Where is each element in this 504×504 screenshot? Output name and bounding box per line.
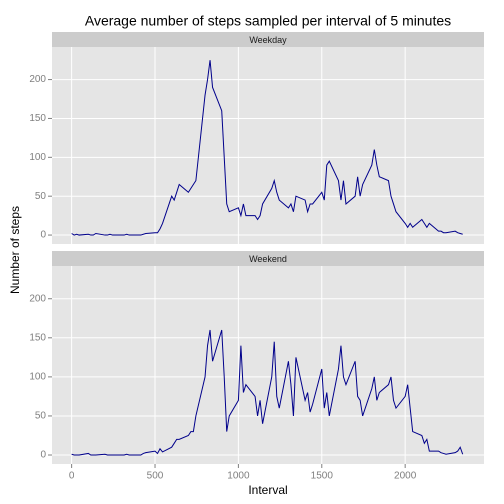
y-tick-label: 0 xyxy=(40,450,46,461)
panel xyxy=(52,47,484,244)
strip-label: Weekday xyxy=(249,35,287,45)
x-axis-label: Interval xyxy=(248,483,287,497)
data-line xyxy=(71,329,464,456)
y-tick-label: 50 xyxy=(35,191,47,202)
y-tick-label: 200 xyxy=(29,74,46,85)
y-axis-label: Number of steps xyxy=(8,206,22,294)
y-tick-label: 100 xyxy=(29,152,46,163)
x-tick-label: 1500 xyxy=(311,471,334,482)
chart-title: Average number of steps sampled per inte… xyxy=(85,13,451,29)
x-tick-label: 2000 xyxy=(394,471,417,482)
x-tick-label: 0 xyxy=(69,471,75,482)
strip xyxy=(52,32,484,47)
strip-label: Weekend xyxy=(249,254,287,264)
y-tick-label: 50 xyxy=(35,411,47,422)
y-tick-label: 0 xyxy=(40,230,46,241)
strip xyxy=(52,251,484,266)
data-line xyxy=(71,60,463,236)
x-tick-label: 1000 xyxy=(227,471,250,482)
y-tick-label: 200 xyxy=(29,293,46,304)
x-tick-label: 500 xyxy=(147,471,164,482)
y-tick-label: 150 xyxy=(29,113,46,124)
y-tick-label: 100 xyxy=(29,372,46,383)
y-tick-label: 150 xyxy=(29,332,46,343)
